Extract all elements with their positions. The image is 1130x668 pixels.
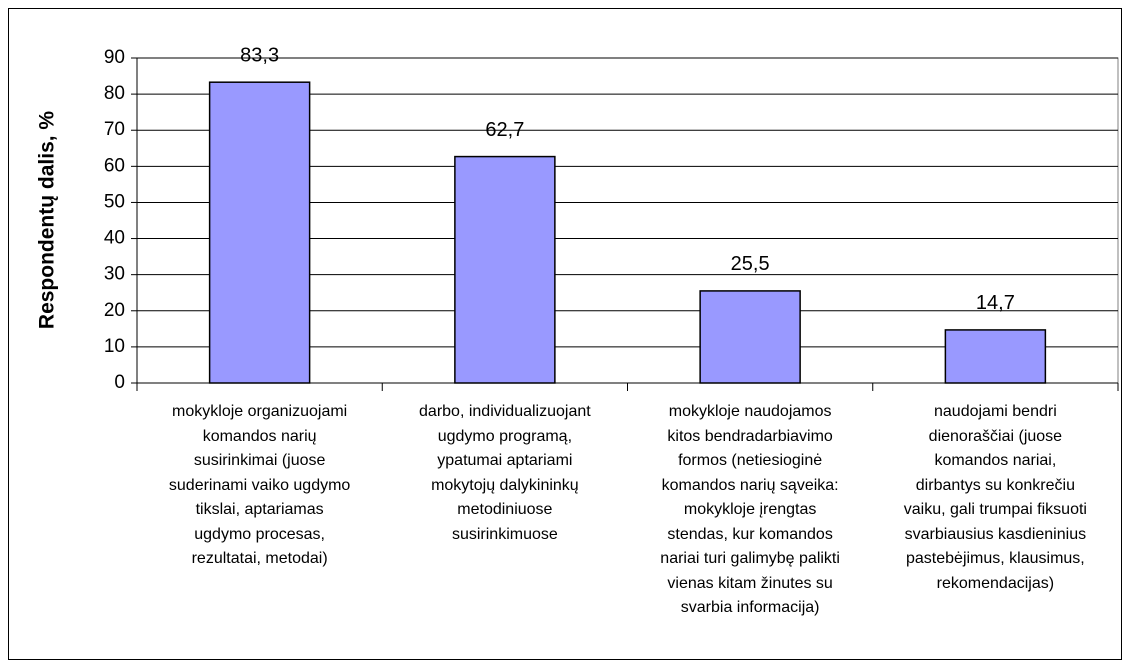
- y-tick-label: 0: [114, 372, 125, 393]
- y-axis-label: Respondentų dalis, %: [36, 111, 59, 330]
- data-label: 14,7: [976, 292, 1015, 314]
- bar: [944, 329, 1047, 384]
- bar: [208, 81, 311, 384]
- x-tick-label: naudojami bendri dienoraščiai (juose kom…: [903, 403, 1087, 592]
- y-tick-label: 90: [104, 47, 125, 68]
- y-tick-label: 80: [104, 83, 125, 104]
- y-tick-label: 60: [104, 155, 125, 176]
- y-tick-label: 20: [104, 300, 125, 321]
- x-tick-label: mokykloje organizuojami komandos narių s…: [168, 403, 351, 567]
- x-tick-label: mokykloje naudojamos kitos bendradarbiav…: [660, 403, 840, 616]
- data-label: 25,5: [731, 253, 770, 275]
- x-tick-label-box: darbo, individualizuojant ugdymo program…: [419, 403, 591, 543]
- y-tick-label: 70: [104, 119, 125, 140]
- y-tick-label: 40: [104, 228, 125, 249]
- x-tick-label-box: mokykloje naudojamos kitos bendradarbiav…: [660, 403, 840, 616]
- bar: [454, 155, 556, 384]
- data-label: 83,3: [240, 44, 279, 66]
- x-tick-label-box: mokykloje organizuojami komandos narių s…: [168, 403, 351, 567]
- x-tick-label-box: naudojami bendri dienoraščiai (juose kom…: [903, 403, 1087, 592]
- y-tick-label: 10: [104, 336, 125, 357]
- bar: [699, 290, 801, 384]
- data-label: 62,7: [485, 119, 524, 141]
- y-tick-label: 50: [104, 191, 125, 212]
- y-tick-label: 30: [104, 264, 125, 285]
- x-tick-label: darbo, individualizuojant ugdymo program…: [419, 403, 591, 543]
